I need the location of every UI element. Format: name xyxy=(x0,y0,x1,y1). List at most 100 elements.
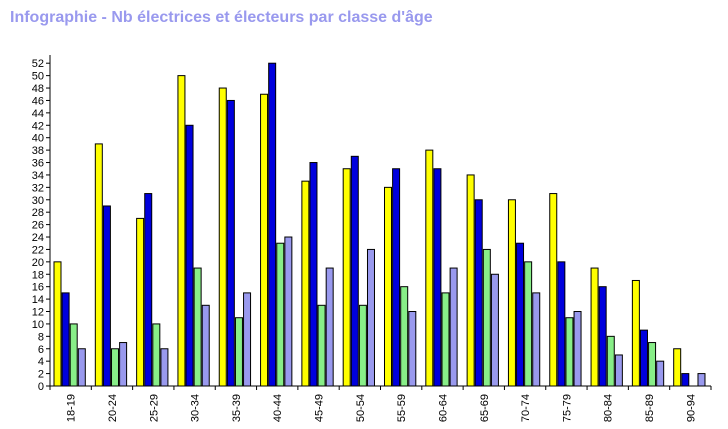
bar-65-69-series-1 xyxy=(466,174,475,387)
y-tick-label: 36 xyxy=(32,158,44,170)
bar-18-19-series-1 xyxy=(53,261,62,387)
bar-65-69-series-4 xyxy=(490,273,499,387)
bar-70-74-series-2 xyxy=(516,242,525,387)
bar-75-79-series-4 xyxy=(573,311,582,387)
x-tick-label: 35-39 xyxy=(231,394,243,422)
bar-45-49-series-2 xyxy=(309,162,318,387)
bar-30-34-series-1 xyxy=(177,75,186,387)
x-tick-label: 70-74 xyxy=(520,394,532,422)
y-tick-label: 30 xyxy=(32,195,44,207)
bar-90-94-series-4 xyxy=(697,373,706,387)
bar-85-89-series-2 xyxy=(639,329,648,387)
bar-25-29-series-2 xyxy=(144,193,153,387)
y-tick-label: 34 xyxy=(32,170,44,182)
y-tick-label: 8 xyxy=(38,331,44,343)
bar-35-39-series-1 xyxy=(218,87,227,387)
bar-60-64-series-1 xyxy=(425,149,434,387)
y-tick-label: 28 xyxy=(32,207,44,219)
y-tick-label: 6 xyxy=(38,344,44,356)
y-tick-label: 16 xyxy=(32,282,44,294)
bar-25-29-series-3 xyxy=(152,323,161,387)
bar-70-74-series-3 xyxy=(524,261,533,387)
y-tick-label: 52 xyxy=(32,58,44,70)
bar-65-69-series-3 xyxy=(482,248,491,387)
bar-20-24-series-3 xyxy=(111,348,120,387)
x-tick-label: 60-64 xyxy=(437,394,449,422)
bar-85-89-series-4 xyxy=(656,360,665,387)
bar-50-54-series-3 xyxy=(358,304,367,387)
bar-25-29-series-4 xyxy=(160,348,169,387)
y-tick-label: 10 xyxy=(32,319,44,331)
y-tick-label: 44 xyxy=(32,108,44,120)
x-tick-label: 18-19 xyxy=(66,394,78,422)
bar-55-59-series-3 xyxy=(400,286,409,387)
bar-60-64-series-4 xyxy=(449,267,458,387)
bar-20-24-series-2 xyxy=(102,205,111,387)
bar-50-54-series-4 xyxy=(366,248,375,387)
bar-75-79-series-3 xyxy=(565,317,574,387)
bar-20-24-series-1 xyxy=(94,143,103,387)
y-tick-label: 20 xyxy=(32,257,44,269)
x-tick-label: 25-29 xyxy=(148,394,160,422)
y-tick-label: 42 xyxy=(32,120,44,132)
bar-75-79-series-2 xyxy=(557,261,566,387)
bar-90-94-series-2 xyxy=(681,373,690,387)
y-tick-label: 24 xyxy=(32,232,44,244)
bar-80-84-series-4 xyxy=(614,354,623,387)
bar-85-89-series-1 xyxy=(631,279,640,387)
bar-18-19-series-3 xyxy=(69,323,78,387)
x-tick-label: 80-84 xyxy=(603,394,615,422)
y-tick-label: 32 xyxy=(32,182,44,194)
y-tick-label: 4 xyxy=(38,356,44,368)
bar-70-74-series-1 xyxy=(507,199,516,387)
bar-18-19-series-4 xyxy=(77,348,86,387)
x-tick-label: 55-59 xyxy=(396,394,408,422)
bar-60-64-series-2 xyxy=(433,168,442,387)
bar-55-59-series-1 xyxy=(384,186,392,387)
bar-55-59-series-4 xyxy=(408,311,417,387)
bar-40-44-series-1 xyxy=(260,93,269,387)
bar-30-34-series-2 xyxy=(185,124,194,387)
bar-80-84-series-2 xyxy=(598,286,607,387)
bars xyxy=(53,62,706,387)
x-tick-label: 65-69 xyxy=(479,394,491,422)
bar-50-54-series-2 xyxy=(350,155,359,387)
bar-80-84-series-3 xyxy=(606,335,615,387)
chart-title: Infographie - Nb électrices et électeurs… xyxy=(10,9,433,26)
bar-60-64-series-3 xyxy=(441,292,450,387)
bar-20-24-series-4 xyxy=(119,342,128,387)
x-tick-label: 30-34 xyxy=(190,394,202,422)
bar-35-39-series-2 xyxy=(226,99,235,387)
y-tick-label: 40 xyxy=(32,133,44,145)
bar-30-34-series-4 xyxy=(201,304,210,387)
x-tick-label: 75-79 xyxy=(561,394,573,422)
y-tick-label: 18 xyxy=(32,269,44,281)
x-tick-label: 20-24 xyxy=(107,394,119,422)
y-tick-label: 38 xyxy=(32,145,44,157)
bar-45-49-series-3 xyxy=(317,304,326,387)
y-tick-label: 26 xyxy=(32,220,44,232)
y-tick-label: 0 xyxy=(38,381,44,393)
bar-75-79-series-1 xyxy=(549,193,558,387)
y-tick-label: 48 xyxy=(32,83,44,95)
y-tick-label: 46 xyxy=(32,95,44,107)
x-tick-label: 90-94 xyxy=(685,394,697,422)
bar-55-59-series-2 xyxy=(392,168,401,387)
y-axis-ticks: 0246810121416182022242628303234363840424… xyxy=(32,58,50,393)
x-tick-label: 85-89 xyxy=(644,394,656,422)
bar-70-74-series-4 xyxy=(532,292,541,387)
y-tick-label: 14 xyxy=(32,294,44,306)
bar-18-19-series-2 xyxy=(61,292,70,387)
bar-40-44-series-2 xyxy=(268,62,277,387)
x-tick-label: 45-49 xyxy=(314,394,326,422)
bar-40-44-series-4 xyxy=(284,236,293,387)
bar-45-49-series-4 xyxy=(325,267,334,387)
y-tick-label: 22 xyxy=(32,244,44,256)
bar-80-84-series-1 xyxy=(590,267,599,387)
bar-30-34-series-3 xyxy=(193,267,202,387)
bar-85-89-series-3 xyxy=(648,342,657,387)
x-tick-label: 40-44 xyxy=(272,394,284,422)
bar-65-69-series-2 xyxy=(474,199,483,387)
y-tick-label: 2 xyxy=(38,369,44,381)
